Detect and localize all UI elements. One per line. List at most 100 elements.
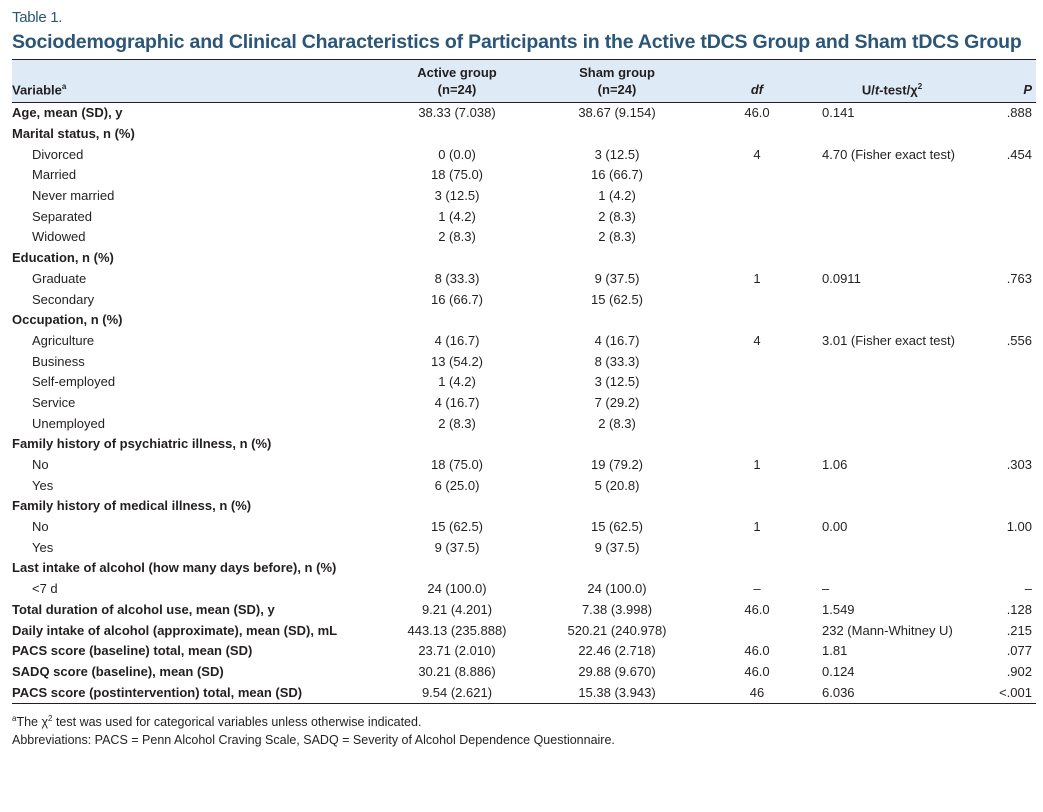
table-row: Daily intake of alcohol (approximate), m… xyxy=(12,620,1036,641)
row-df-value xyxy=(702,310,812,331)
row-p-value xyxy=(972,393,1036,414)
row-variable: Family history of psychiatric illness, n… xyxy=(12,436,272,452)
row-sham-value: 38.67 (9.154) xyxy=(578,105,656,121)
row-p-value: .303 xyxy=(1006,457,1032,473)
table-label: Table 1. xyxy=(12,9,63,26)
row-variable: Graduate xyxy=(32,270,87,286)
row-sham-value: 4 (16.7) xyxy=(594,332,640,348)
row-p-value xyxy=(972,413,1036,434)
row-p-value xyxy=(972,558,1036,579)
row-p-value: .763 xyxy=(1006,270,1032,286)
row-active-value: 8 (33.3) xyxy=(434,270,480,286)
row-p-value: – xyxy=(1024,581,1032,597)
row-variable: Separated xyxy=(32,208,92,224)
col-p: P xyxy=(972,59,1036,103)
col-test: U/t-test/χ2 xyxy=(812,59,972,103)
col-active-label: Active group xyxy=(417,65,497,80)
row-df-value xyxy=(702,537,812,558)
row-sham-value: 5 (20.8) xyxy=(594,477,640,493)
row-df-value: 46.0 xyxy=(744,663,770,679)
table-title: Sociodemographic and Clinical Characteri… xyxy=(12,31,1022,53)
row-df-value xyxy=(702,496,812,517)
row-test-value xyxy=(812,124,972,145)
table-container: Table 1. Sociodemographic and Clinical C… xyxy=(12,6,1036,749)
table-row: Separated 1 (4.2) 2 (8.3) xyxy=(12,206,1036,227)
table-row: Yes 9 (37.5) 9 (37.5) xyxy=(12,537,1036,558)
row-test-value: 4.70 (Fisher exact test) xyxy=(822,146,955,162)
row-test-value: 0.00 xyxy=(822,519,848,535)
row-sham-value: 16 (66.7) xyxy=(590,167,644,183)
footnote-abbreviations: Abbreviations: PACS = Penn Alcohol Cravi… xyxy=(12,733,615,748)
row-sham-value xyxy=(532,496,702,517)
row-p-value xyxy=(972,537,1036,558)
row-sham-value: 2 (8.3) xyxy=(598,229,636,245)
row-p-value xyxy=(972,165,1036,186)
table-row: Business 13 (54.2) 8 (33.3) xyxy=(12,351,1036,372)
row-sham-value: 2 (8.3) xyxy=(598,208,636,224)
row-df-value xyxy=(702,206,812,227)
col-df: df xyxy=(702,59,812,103)
table-row: Married 18 (75.0) 16 (66.7) xyxy=(12,165,1036,186)
col-variable: Variablea xyxy=(12,59,382,103)
row-p-value xyxy=(972,124,1036,145)
row-p-value: .077 xyxy=(1006,643,1032,659)
row-sham-value: 8 (33.3) xyxy=(594,353,640,369)
col-sham: Sham group (n=24) xyxy=(532,59,702,103)
row-active-value xyxy=(382,310,532,331)
row-df-value: 1 xyxy=(753,270,761,286)
col-test-suffix: -test/χ xyxy=(879,82,918,97)
row-df-value: – xyxy=(753,581,761,597)
row-p-value: .556 xyxy=(1006,332,1032,348)
footnote-marker: a xyxy=(12,713,17,723)
row-test-value xyxy=(812,248,972,269)
table-row: PACS score (postintervention) total, mea… xyxy=(12,682,1036,704)
row-sham-value: 15 (62.5) xyxy=(590,519,644,535)
row-df-value xyxy=(702,620,812,641)
row-test-value: 1.06 xyxy=(822,457,848,473)
row-variable: Business xyxy=(32,353,85,369)
table-row: No 15 (62.5) 15 (62.5) 1 0.00 1.00 xyxy=(12,517,1036,538)
row-test-value: 232 (Mann-Whitney U) xyxy=(822,622,953,638)
row-variable: PACS score (baseline) total, mean (SD) xyxy=(12,643,253,659)
row-df-value xyxy=(702,434,812,455)
row-df-value xyxy=(702,248,812,269)
row-active-value xyxy=(382,124,532,145)
row-active-value xyxy=(382,434,532,455)
row-variable: Divorced xyxy=(32,146,84,162)
row-variable: Age, mean (SD), y xyxy=(12,105,123,121)
row-df-value xyxy=(702,227,812,248)
row-variable: Yes xyxy=(32,539,54,555)
row-df-value xyxy=(702,413,812,434)
footnotes: aThe χ2 test was used for categorical va… xyxy=(12,710,1032,749)
row-df-value: 1 xyxy=(753,519,761,535)
row-sham-value: 9 (37.5) xyxy=(594,539,640,555)
row-df-value: 46 xyxy=(702,682,812,704)
table-row: Education, n (%) xyxy=(12,248,1036,269)
row-test-value xyxy=(812,393,972,414)
row-active-value: 1 (4.2) xyxy=(438,374,476,390)
row-test-value xyxy=(812,496,972,517)
characteristics-table: Variablea Active group (n=24) Sham group (… xyxy=(12,59,1036,704)
row-test-value xyxy=(812,227,972,248)
table-body: Age, mean (SD), y 38.33 (7.038) 38.67 (9.1… xyxy=(12,103,1036,704)
row-variable: Occupation, n (%) xyxy=(12,312,123,328)
col-variable-label: Variable xyxy=(12,82,62,97)
row-sham-value: 15 (62.5) xyxy=(590,291,644,307)
row-test-value xyxy=(812,372,972,393)
row-p-value xyxy=(972,289,1036,310)
row-sham-value: 3 (12.5) xyxy=(594,146,640,162)
row-sham-value: 19 (79.2) xyxy=(590,457,644,473)
row-p-value: .215 xyxy=(1006,622,1032,638)
row-p-value xyxy=(972,206,1036,227)
row-active-value: 0 (0.0) xyxy=(438,146,476,162)
row-p-value xyxy=(972,310,1036,331)
row-p-value xyxy=(972,186,1036,207)
table-row: Widowed 2 (8.3) 2 (8.3) xyxy=(12,227,1036,248)
row-p-value: .902 xyxy=(1006,663,1032,679)
table-row: Unemployed 2 (8.3) 2 (8.3) xyxy=(12,413,1036,434)
table-header: Variablea Active group (n=24) Sham group (… xyxy=(12,59,1036,103)
row-p-value xyxy=(972,434,1036,455)
row-df-value: 4 xyxy=(753,332,761,348)
table-row: Divorced 0 (0.0) 3 (12.5) 4 4.70 (Fisher exa… xyxy=(12,144,1036,165)
row-sham-value: 15.38 (3.943) xyxy=(532,682,702,704)
